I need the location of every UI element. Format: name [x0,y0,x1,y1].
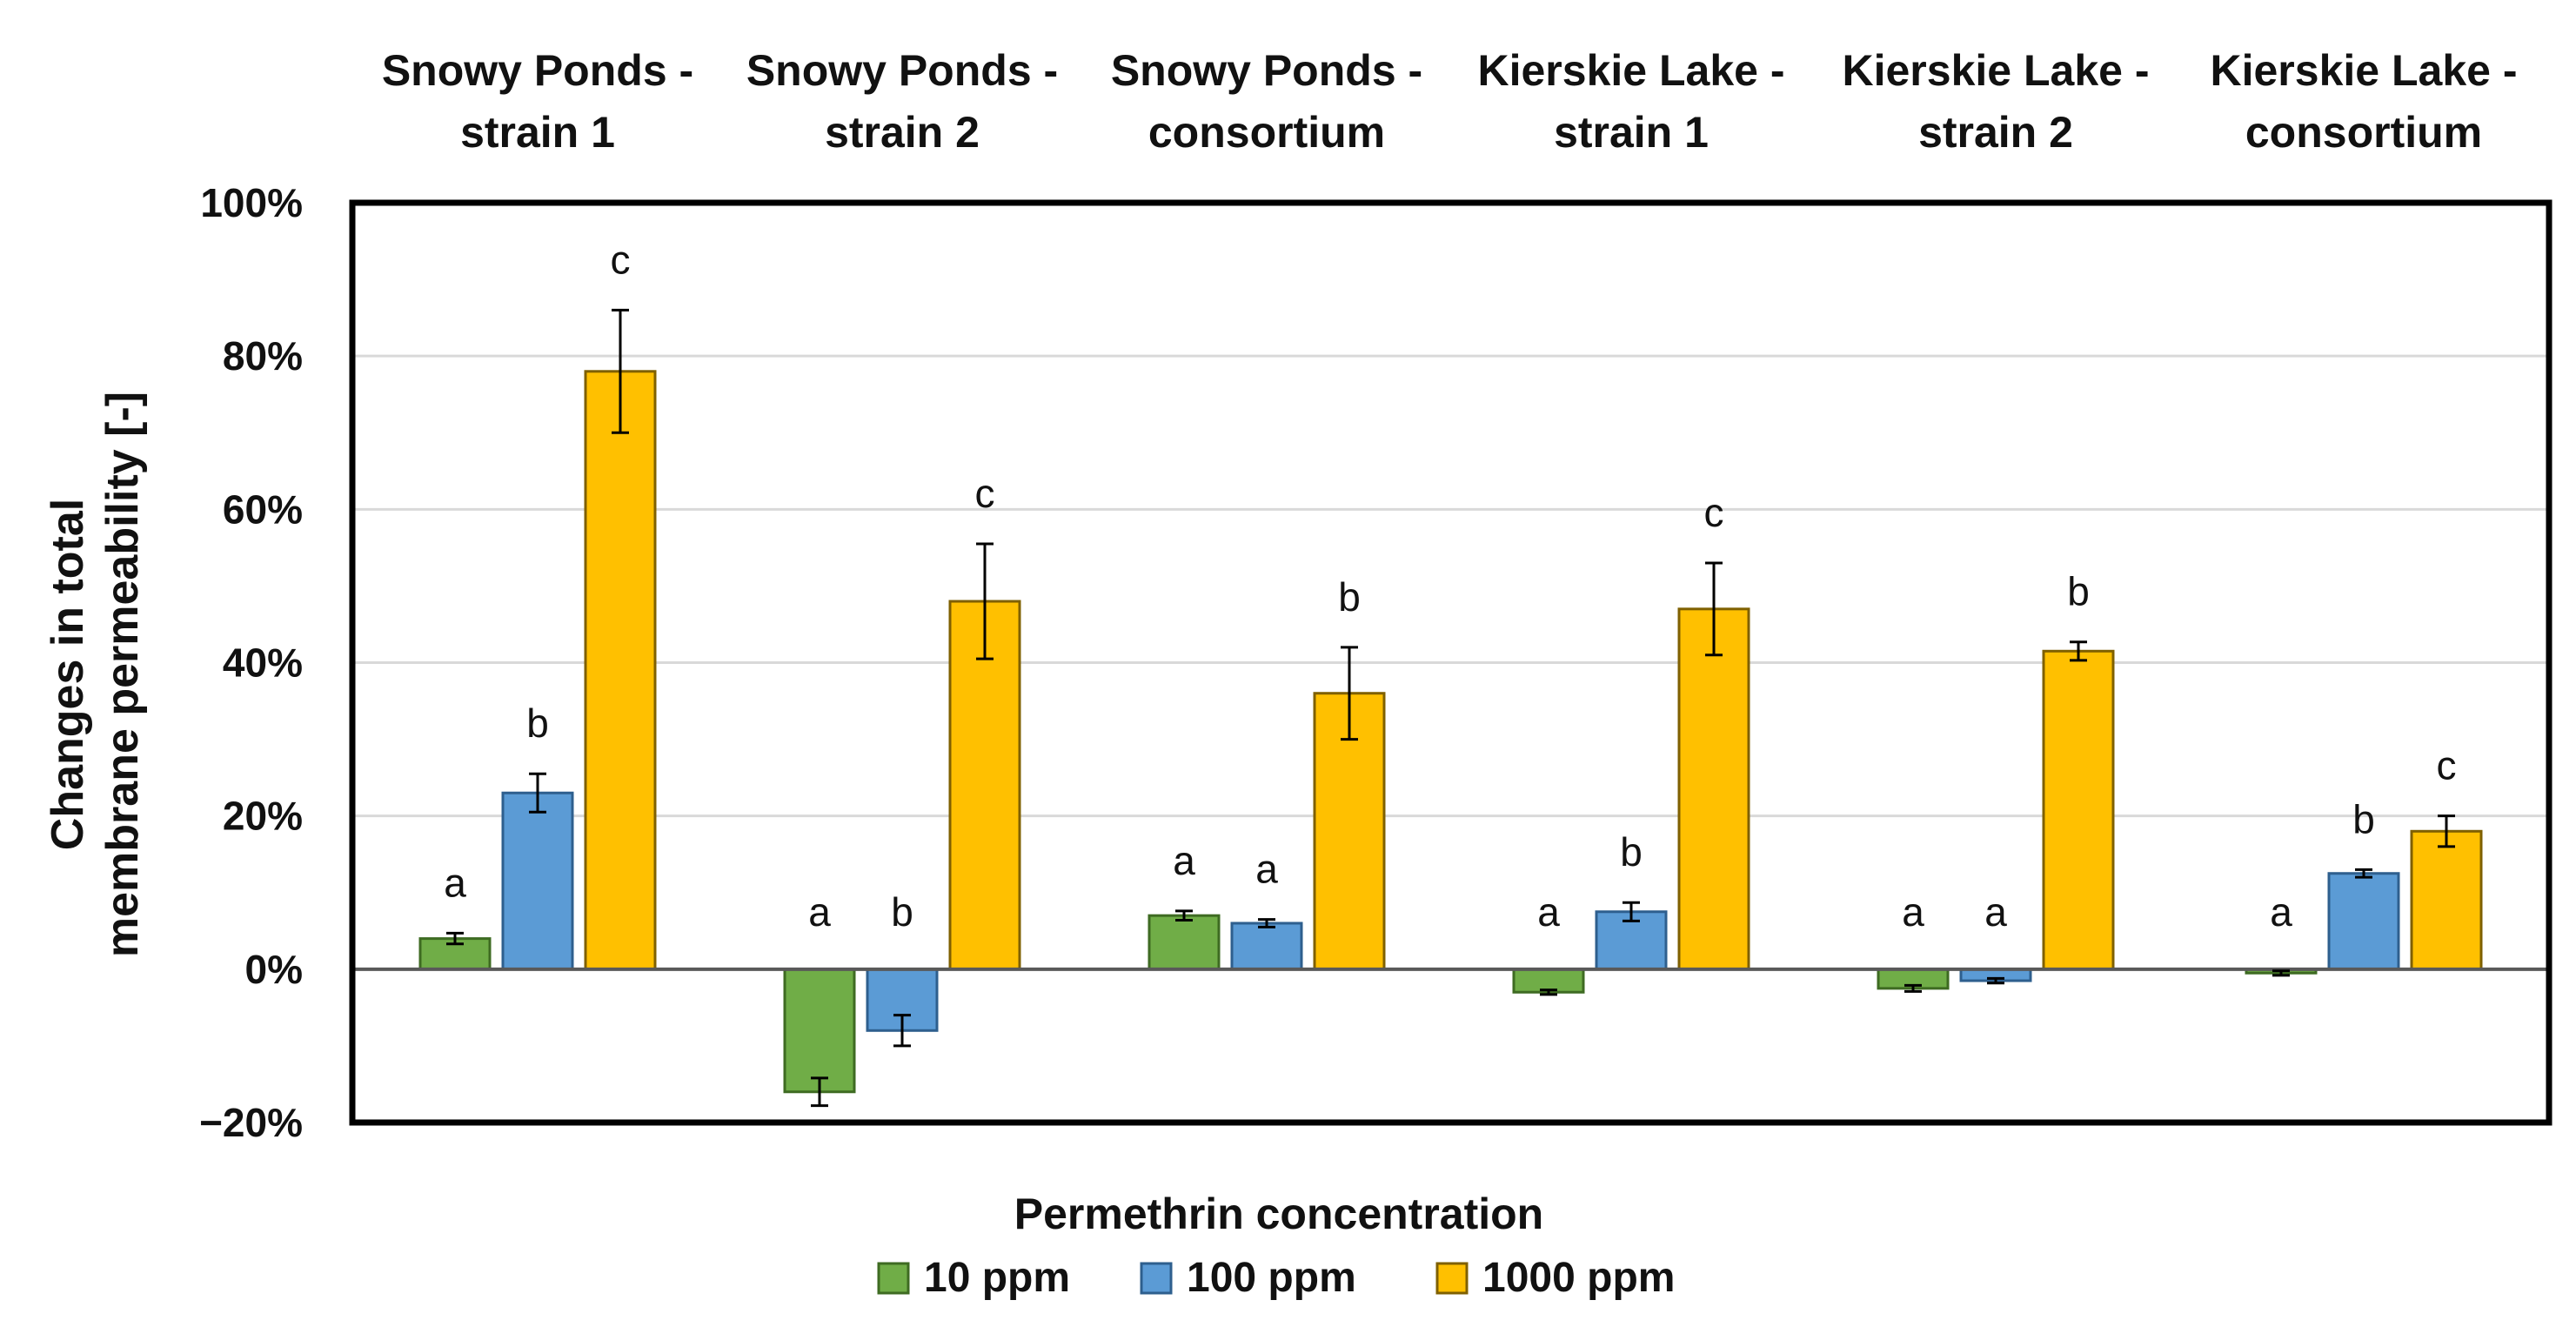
significance-letter-100-ppm-3: a [1255,847,1278,892]
category-label-5-line-1: Kierskie Lake - [1843,46,2150,95]
bar-1000-ppm-1 [584,370,657,971]
y-tick-label: 80% [223,333,303,379]
category-label-4-line-1: Kierskie Lake - [1478,46,1785,95]
legend-label-10-ppm: 10 ppm [924,1255,1070,1301]
significance-letter-10-ppm-5: a [1902,889,1924,935]
bar-1000-ppm-6 [2410,829,2483,971]
category-label-2-line-2: strain 2 [825,108,980,157]
significance-letter-1000-ppm-6: c [2437,743,2457,788]
significance-letters: a a a a a a b b a b a b c c b c b c [444,237,2456,935]
y-tick-label: 100% [200,180,303,225]
legend: 10 ppm 100 ppm 1000 ppm [877,1255,1675,1301]
significance-letter-10-ppm-2: a [808,889,831,935]
category-label-6-line-1: Kierskie Lake - [2211,46,2518,95]
bar-10-ppm-3 [1147,914,1221,971]
bar-100-ppm-6 [2327,872,2400,971]
plot-frame [349,199,2553,1126]
category-label-5-line-2: strain 2 [1918,108,2073,157]
group-labels: Snowy Ponds - strain 1 Snowy Ponds - strain… [382,46,2518,157]
significance-letter-10-ppm-6: a [2270,889,2292,935]
y-axis-title-line-2: membrane permeability [-] [97,392,148,957]
category-label-6-line-2: consortium [2245,108,2482,157]
legend-swatch-1000-ppm [1435,1262,1469,1295]
y-tick-labels: −20% 0% 20% 40% 60% 80% 100% [199,180,303,1145]
significance-letter-1000-ppm-5: b [2067,569,2090,614]
y-tick-label: 60% [223,486,303,532]
significance-letter-1000-ppm-3: b [1338,574,1361,620]
category-label-3-line-1: Snowy Ponds - [1111,46,1422,95]
category-label-3-line-2: consortium [1148,108,1385,157]
category-label-2-line-1: Snowy Ponds - [746,46,1058,95]
category-label-1-line-2: strain 1 [460,108,615,157]
legend-label-1000-ppm: 1000 ppm [1482,1255,1675,1301]
bar-1000-ppm-2 [948,600,1021,971]
significance-letter-10-ppm-4: a [1537,889,1560,935]
y-tick-label: 20% [223,794,303,839]
significance-letter-100-ppm-1: b [526,700,549,746]
bar-100-ppm-1 [501,791,574,971]
legend-label-100-ppm: 100 ppm [1187,1255,1356,1301]
bar-100-ppm-3 [1230,922,1303,971]
gridlines [352,354,2549,818]
significance-letter-100-ppm-5: a [1984,889,2007,935]
x-axis-title: Permethrin concentration [1014,1190,1543,1238]
significance-letter-10-ppm-3: a [1173,838,1195,883]
bar-10-ppm-2 [783,968,856,1094]
significance-letter-100-ppm-2: b [891,889,913,935]
category-label-4-line-2: strain 1 [1554,108,1709,157]
bar-1000-ppm-4 [1677,607,1750,971]
significance-letter-10-ppm-1: a [444,860,466,905]
bars [418,370,2483,1094]
error-bars [446,308,2455,1108]
significance-letter-1000-ppm-4: c [1704,490,1724,535]
significance-letter-100-ppm-6: b [2352,796,2375,841]
y-tick-label: −20% [199,1100,303,1145]
y-axis-title-line-1: Changes in total [43,499,93,850]
y-tick-label: 40% [223,640,303,686]
bar-1000-ppm-5 [2042,649,2115,971]
significance-letter-1000-ppm-2: c [975,471,995,516]
significance-letter-100-ppm-4: b [1620,829,1643,875]
category-label-1-line-1: Snowy Ponds - [382,46,693,95]
legend-swatch-100-ppm [1140,1262,1173,1295]
y-tick-label: 0% [245,947,303,992]
legend-swatch-10-ppm [877,1262,910,1295]
significance-letter-1000-ppm-1: c [611,237,631,282]
